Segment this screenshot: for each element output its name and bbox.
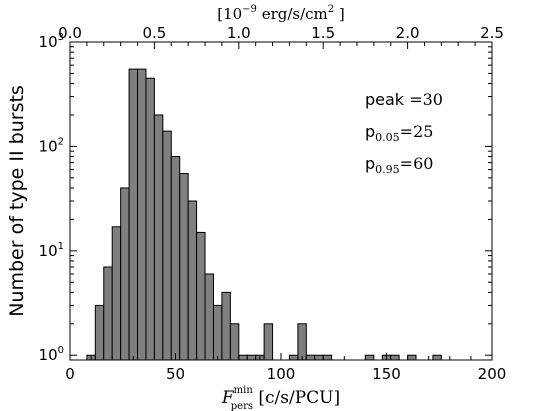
top-tick-label: 1.0	[227, 24, 251, 42]
histogram-bar	[145, 77, 155, 361]
annotation-p95-sub: 0.95	[375, 163, 400, 176]
histogram-bar	[432, 354, 442, 361]
histogram-bar	[229, 323, 240, 361]
x-tick-label: 150	[372, 365, 401, 383]
y-tick-label-exp: 2	[58, 136, 64, 147]
annotation-peak-relation: =30	[404, 90, 443, 109]
x-axis-label: Fmin pers [c/s/PCU]	[221, 385, 340, 411]
y-tick-label: 100	[39, 345, 64, 364]
histogram-bar	[390, 354, 400, 361]
annotation-p05-label: p	[365, 122, 375, 141]
x-tick-label: 0	[65, 365, 75, 383]
top-axis-label-pow-base: 10	[223, 5, 242, 23]
y-axis-label: Number of type II bursts	[6, 85, 28, 317]
histogram-bar	[187, 200, 198, 361]
histogram-bar	[103, 266, 113, 361]
histogram-bar	[204, 273, 214, 361]
bars-layer	[86, 68, 442, 361]
histogram-bar	[305, 354, 316, 361]
y-tick-label: 102	[39, 136, 64, 155]
histogram-bar	[179, 173, 189, 361]
top-tick-label: 0.0	[58, 24, 82, 42]
histogram-bar	[314, 354, 324, 361]
top-tick-label: 2.5	[480, 24, 504, 42]
histogram-bar	[137, 68, 147, 361]
annotation-peak: peak =30	[365, 90, 443, 109]
annotation-p05: p0.05=25	[365, 122, 433, 144]
y-tick-label-exp: 1	[58, 241, 64, 252]
x-axis-label-sub: pers	[231, 401, 253, 411]
histogram-bar	[111, 226, 122, 361]
x-tick-label: 100	[267, 365, 296, 383]
plot-frame	[69, 41, 493, 361]
histogram-bar	[221, 291, 231, 361]
histogram-bar	[263, 323, 274, 361]
top-axis-label-units-exp: 2	[328, 4, 334, 15]
histogram-bar	[407, 354, 417, 361]
annotation-peak-label: peak	[365, 90, 405, 109]
top-axis-label-units: erg/s/cm	[257, 5, 328, 23]
top-axis-label-bracket-close: ]	[334, 5, 345, 23]
annotation-p95: p0.95=60	[365, 154, 433, 176]
x-axis-label-units: [c/s/PCU]	[253, 388, 340, 408]
y-tick-label-base: 10	[39, 137, 58, 155]
y-tick-label-exp: 3	[58, 32, 64, 43]
y-tick-label-base: 10	[39, 346, 58, 364]
histogram-bar	[246, 354, 257, 361]
y-tick-label: 103	[39, 32, 64, 51]
histogram-bar	[128, 68, 139, 361]
annotation-p05-sub: 0.05	[375, 131, 400, 144]
histogram-bar	[196, 231, 206, 361]
y-tick-label-exp: 0	[58, 345, 64, 356]
histogram-bar	[170, 156, 181, 361]
histogram-bar	[212, 304, 223, 361]
top-tick-label: 1.5	[311, 24, 335, 42]
annotation-p95-relation: =60	[400, 154, 434, 173]
histogram-bar	[238, 354, 248, 361]
histogram-bar	[288, 354, 299, 361]
annotations: peak =30 p0.05=25 p0.95=60	[365, 90, 443, 176]
annotation-p05-relation: =25	[400, 122, 434, 141]
histogram-bar	[162, 130, 172, 361]
top-axis-label: [10−9 erg/s/cm2 ]	[217, 4, 345, 23]
top-tick-label: 2.0	[396, 24, 420, 42]
x-axis-label-symbol: F	[221, 388, 235, 408]
top-axis-label-bracket-open: [	[217, 5, 223, 23]
histogram-bar	[297, 323, 307, 361]
x-tick-label: 200	[478, 365, 507, 383]
histogram-bar	[120, 187, 130, 361]
histogram-bar	[364, 354, 375, 361]
y-tick-label: 101	[39, 241, 64, 260]
x-tick-label: 50	[166, 365, 185, 383]
x-axis-label-sup: min	[234, 385, 254, 396]
top-axis-label-pow-exp: −9	[242, 4, 257, 15]
y-tick-label-base: 10	[39, 33, 58, 51]
y-tick-label-base: 10	[39, 242, 58, 260]
histogram-bar	[153, 114, 164, 361]
histogram-bar	[322, 354, 333, 361]
annotation-p95-label: p	[365, 154, 375, 173]
top-tick-label: 0.5	[142, 24, 166, 42]
histogram-bar	[94, 304, 105, 361]
